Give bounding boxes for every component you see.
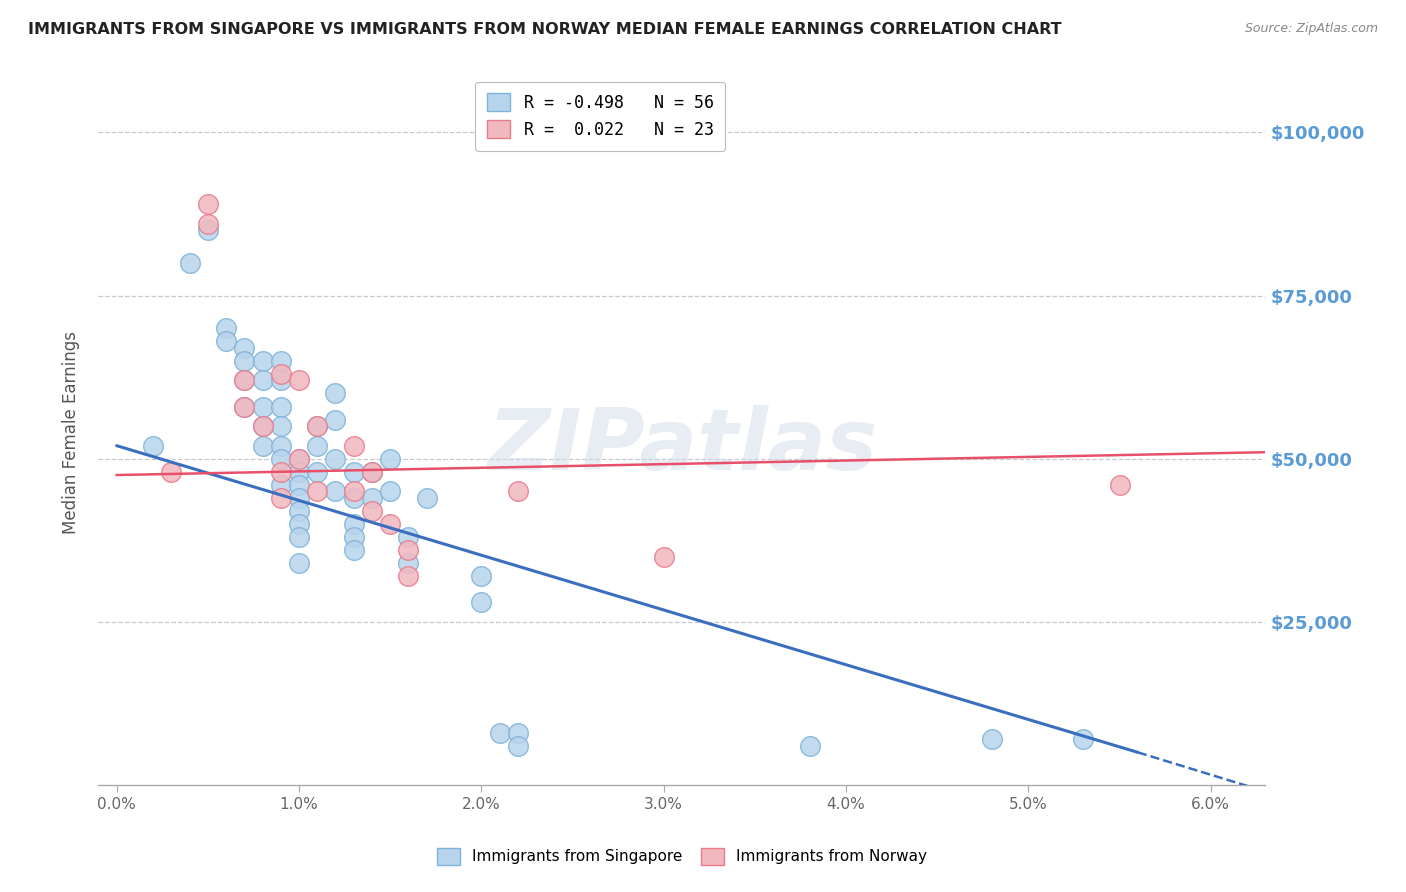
Point <box>343 484 366 499</box>
Point <box>233 373 256 387</box>
Point <box>270 465 292 479</box>
Point <box>488 725 510 739</box>
Point <box>506 484 529 499</box>
Point <box>396 556 419 570</box>
Point <box>288 478 311 492</box>
Point <box>270 439 292 453</box>
Point <box>380 451 402 466</box>
Point <box>396 530 419 544</box>
Point <box>160 465 183 479</box>
Point <box>1071 732 1094 747</box>
Point <box>980 732 1002 747</box>
Point <box>197 217 219 231</box>
Point <box>325 451 347 466</box>
Point <box>361 465 384 479</box>
Point <box>361 465 384 479</box>
Point <box>252 439 274 453</box>
Point <box>270 451 292 466</box>
Point <box>233 354 256 368</box>
Point <box>288 504 311 518</box>
Point <box>799 739 821 753</box>
Point <box>252 419 274 434</box>
Point <box>179 256 201 270</box>
Point <box>415 491 437 505</box>
Point <box>252 373 274 387</box>
Point <box>270 491 292 505</box>
Point <box>288 491 311 505</box>
Point <box>307 419 329 434</box>
Point <box>470 595 492 609</box>
Point <box>652 549 675 564</box>
Point <box>197 197 219 211</box>
Point <box>343 491 366 505</box>
Point <box>396 543 419 558</box>
Point <box>325 386 347 401</box>
Legend: Immigrants from Singapore, Immigrants from Norway: Immigrants from Singapore, Immigrants fr… <box>430 842 934 871</box>
Point <box>270 419 292 434</box>
Point <box>380 484 402 499</box>
Point <box>1108 478 1130 492</box>
Point <box>288 373 311 387</box>
Text: Source: ZipAtlas.com: Source: ZipAtlas.com <box>1244 22 1378 36</box>
Point <box>506 739 529 753</box>
Point <box>307 419 329 434</box>
Point <box>361 491 384 505</box>
Point <box>288 451 311 466</box>
Text: IMMIGRANTS FROM SINGAPORE VS IMMIGRANTS FROM NORWAY MEDIAN FEMALE EARNINGS CORRE: IMMIGRANTS FROM SINGAPORE VS IMMIGRANTS … <box>28 22 1062 37</box>
Point <box>233 400 256 414</box>
Point <box>325 484 347 499</box>
Point <box>325 412 347 426</box>
Point <box>470 569 492 583</box>
Point <box>343 439 366 453</box>
Point <box>343 530 366 544</box>
Point <box>233 373 256 387</box>
Point <box>252 354 274 368</box>
Point <box>307 439 329 453</box>
Point <box>252 419 274 434</box>
Point <box>307 465 329 479</box>
Point <box>506 725 529 739</box>
Point <box>270 478 292 492</box>
Point <box>288 530 311 544</box>
Point <box>270 367 292 381</box>
Point <box>288 516 311 531</box>
Point <box>270 354 292 368</box>
Point <box>233 400 256 414</box>
Point <box>343 543 366 558</box>
Point <box>233 341 256 355</box>
Point <box>288 465 311 479</box>
Point <box>343 516 366 531</box>
Y-axis label: Median Female Earnings: Median Female Earnings <box>62 331 80 534</box>
Point <box>215 334 238 349</box>
Point <box>307 484 329 499</box>
Point <box>288 451 311 466</box>
Point <box>215 321 238 335</box>
Point <box>288 556 311 570</box>
Point <box>142 439 165 453</box>
Point <box>252 400 274 414</box>
Point <box>361 504 384 518</box>
Point <box>197 223 219 237</box>
Point <box>270 400 292 414</box>
Point <box>396 569 419 583</box>
Point <box>380 516 402 531</box>
Point <box>270 373 292 387</box>
Point <box>343 465 366 479</box>
Text: ZIPatlas: ZIPatlas <box>486 405 877 488</box>
